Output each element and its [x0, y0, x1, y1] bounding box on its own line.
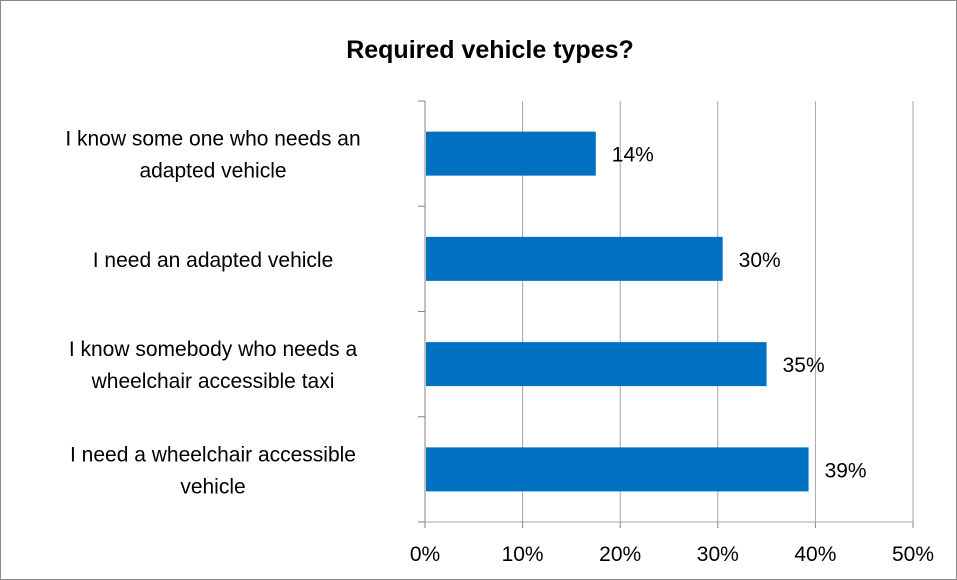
data-label: 30% [739, 249, 781, 272]
x-tick-label: 0% [410, 543, 440, 566]
x-tick-label: 10% [502, 543, 544, 566]
bar [426, 342, 767, 387]
bar [426, 447, 809, 492]
bar [426, 131, 596, 176]
chart-title: Required vehicle types? [346, 36, 634, 64]
x-tick-label: 40% [794, 543, 836, 566]
bars [426, 131, 809, 492]
axes [418, 100, 914, 528]
x-tick-label: 50% [892, 543, 934, 566]
category-label: adapted vehicle [139, 160, 286, 183]
category-label: vehicle [180, 475, 245, 498]
bar [426, 236, 723, 281]
category-label: wheelchair accessible taxi [91, 370, 335, 393]
data-label: 39% [825, 459, 867, 482]
x-tick-label: 20% [599, 543, 641, 566]
data-label: 14% [612, 144, 654, 167]
category-label: I need a wheelchair accessible [70, 443, 356, 466]
data-label: 35% [783, 354, 825, 377]
category-label: I need an adapted vehicle [93, 249, 334, 272]
x-tick-label: 30% [697, 543, 739, 566]
labels: 0% 10% 20% 30% 40% 50% 14% I know some one who … [65, 128, 934, 566]
category-label: I know somebody who needs a [69, 338, 358, 361]
category-label: I know some one who needs an [65, 128, 360, 151]
